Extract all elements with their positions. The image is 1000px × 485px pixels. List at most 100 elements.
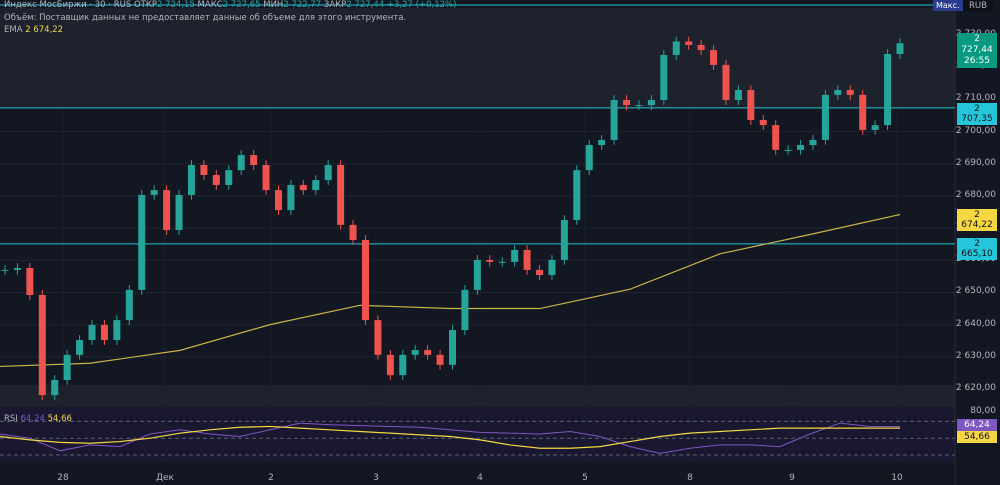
candle [685, 36, 693, 50]
candle [747, 85, 755, 125]
candle [871, 120, 879, 135]
candle [734, 85, 742, 105]
candle [821, 90, 829, 145]
high-label: МАКС [197, 0, 223, 10]
candle-body [672, 41, 680, 55]
candle-body [212, 174, 220, 185]
time-tick: 2 [268, 473, 274, 483]
price-tick: 2 630,00 [955, 350, 996, 361]
candle [623, 95, 631, 110]
candle [846, 85, 854, 100]
candle-body [573, 170, 581, 221]
candle [896, 38, 904, 59]
price-tick: 2 680,00 [955, 189, 996, 200]
candle-body [163, 190, 171, 231]
candle-body [647, 100, 655, 106]
candle-body [262, 165, 270, 191]
candle-body [784, 149, 792, 151]
candle [374, 315, 382, 360]
candle [274, 185, 282, 215]
candle-body [51, 379, 59, 396]
candle [1, 265, 9, 275]
candle [610, 95, 618, 145]
last-price-tag: 2 727,44 26:55 [957, 33, 997, 68]
candle-body [449, 330, 456, 365]
time-tick: 9 [789, 473, 795, 483]
candle [163, 185, 171, 235]
candle-body [436, 354, 444, 365]
candle-body [150, 190, 158, 195]
candle-body [859, 94, 867, 130]
candle-body [623, 100, 631, 106]
ema-value: 2 674,22 [25, 25, 64, 35]
ema-legend[interactable]: EMA 2 674,22 [4, 25, 63, 35]
candle [710, 45, 718, 70]
candle [486, 255, 494, 267]
candle [225, 165, 233, 190]
session-highlight-bottom [0, 385, 955, 407]
candle-body [560, 220, 568, 260]
candle [250, 150, 258, 170]
candle-body [225, 170, 233, 185]
candle [386, 350, 394, 380]
candle [884, 49, 892, 130]
time-tick: 4 [477, 473, 483, 483]
ema-tag: 2 674,22 [957, 209, 997, 231]
candle-body [610, 100, 618, 140]
candle-body [871, 125, 879, 130]
rsi-value: 64,24 [20, 414, 45, 424]
max-badge: Макс. [933, 0, 963, 11]
rsi-legend[interactable]: RSI 64,24 54,66 [4, 414, 72, 424]
candle-body [486, 259, 494, 262]
candle [175, 190, 183, 235]
candle-body [250, 155, 258, 166]
currency-button[interactable]: RUB [963, 0, 993, 12]
level-tag-2: 2 665,10 [957, 238, 997, 260]
candle-body [237, 155, 245, 171]
candle-body [747, 90, 755, 120]
candle-body [884, 53, 892, 126]
time-tick: 28 [57, 473, 69, 483]
candle-body [138, 194, 146, 290]
candle-body [685, 41, 693, 45]
candle [859, 90, 867, 135]
candle-body [660, 54, 668, 101]
low-value: 2 722,77 [283, 0, 322, 10]
candle-body [411, 350, 419, 355]
candle-body [299, 184, 307, 191]
candle [536, 265, 544, 280]
candle [759, 115, 767, 130]
low-label: МИН [263, 0, 284, 10]
candle [299, 180, 307, 195]
candle [324, 160, 332, 185]
candle-body [13, 267, 21, 270]
candle [337, 160, 345, 230]
close-label: ЗАКР [323, 0, 347, 10]
level-tag-1: 2 707,35 [957, 103, 997, 125]
open-value: 2 724,15 [156, 0, 195, 10]
last-price: 2 727,44 [961, 34, 993, 55]
candle [498, 257, 506, 267]
candle-body [386, 354, 394, 376]
candle-body [374, 320, 382, 355]
candle-body [76, 340, 84, 355]
candle [237, 150, 245, 175]
candle [635, 100, 643, 110]
candle [573, 165, 581, 225]
price-tick: 2 620,00 [955, 382, 996, 393]
candle-body [175, 194, 183, 231]
open-label: ОТКР [133, 0, 157, 10]
time-tick: Дек [155, 473, 175, 483]
candle [784, 145, 792, 155]
price-tick: 2 650,00 [955, 286, 996, 297]
candle [100, 320, 108, 345]
candle-body [100, 324, 108, 341]
candle [125, 285, 133, 325]
candle-body [125, 289, 133, 321]
candle [76, 335, 84, 360]
candle [26, 263, 34, 300]
change-value: +3,27 (+0,12%) [386, 0, 457, 10]
candle [38, 290, 46, 400]
candle [63, 350, 71, 385]
